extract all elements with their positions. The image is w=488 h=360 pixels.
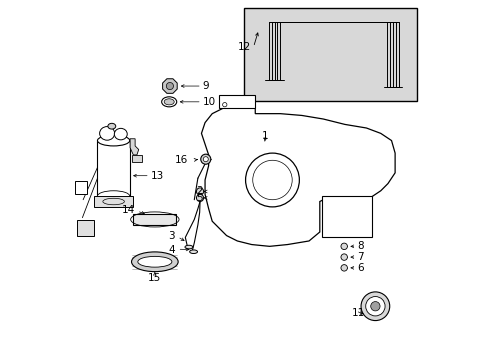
Ellipse shape bbox=[97, 191, 129, 202]
Circle shape bbox=[196, 194, 203, 202]
Bar bbox=[133, 214, 176, 225]
Circle shape bbox=[340, 265, 346, 271]
Polygon shape bbox=[201, 105, 394, 246]
Ellipse shape bbox=[108, 123, 116, 129]
Text: 8: 8 bbox=[357, 241, 364, 251]
Text: 10: 10 bbox=[202, 97, 215, 107]
Text: 15: 15 bbox=[148, 273, 161, 283]
Text: 16: 16 bbox=[175, 155, 188, 165]
Text: 6: 6 bbox=[357, 263, 364, 273]
Bar bbox=[244, 8, 416, 101]
Ellipse shape bbox=[189, 250, 197, 253]
Circle shape bbox=[370, 302, 379, 311]
Ellipse shape bbox=[131, 252, 178, 272]
Circle shape bbox=[340, 254, 346, 260]
Bar bbox=[131, 155, 142, 162]
Text: 5: 5 bbox=[196, 193, 203, 203]
Circle shape bbox=[360, 292, 389, 320]
Ellipse shape bbox=[138, 256, 171, 267]
Circle shape bbox=[203, 157, 208, 162]
Circle shape bbox=[365, 297, 384, 316]
Bar bbox=[94, 196, 133, 207]
Circle shape bbox=[196, 188, 203, 195]
Text: 11: 11 bbox=[351, 308, 365, 318]
Bar bbox=[321, 196, 371, 237]
Circle shape bbox=[340, 243, 346, 249]
Text: 3: 3 bbox=[167, 231, 174, 240]
Circle shape bbox=[201, 154, 210, 164]
Text: 14: 14 bbox=[122, 205, 135, 215]
Bar bbox=[219, 95, 255, 108]
Ellipse shape bbox=[164, 99, 174, 105]
Text: 4: 4 bbox=[167, 245, 174, 255]
Ellipse shape bbox=[97, 135, 129, 146]
Bar bbox=[97, 140, 129, 196]
Ellipse shape bbox=[162, 97, 176, 107]
Polygon shape bbox=[130, 139, 139, 155]
Polygon shape bbox=[163, 79, 177, 93]
Text: 12: 12 bbox=[237, 42, 250, 52]
Text: 13: 13 bbox=[150, 171, 163, 181]
Ellipse shape bbox=[100, 127, 115, 140]
Text: 2: 2 bbox=[196, 186, 203, 197]
Text: 1: 1 bbox=[262, 131, 268, 140]
Circle shape bbox=[166, 82, 173, 90]
Bar bbox=[77, 220, 94, 235]
Ellipse shape bbox=[114, 129, 127, 140]
Text: 9: 9 bbox=[202, 81, 209, 91]
Bar bbox=[75, 181, 86, 194]
Text: 7: 7 bbox=[357, 252, 364, 262]
Ellipse shape bbox=[184, 245, 192, 249]
